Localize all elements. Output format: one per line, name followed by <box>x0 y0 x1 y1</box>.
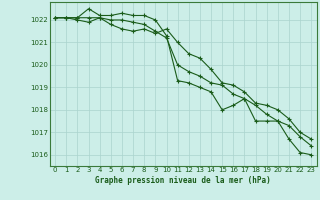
X-axis label: Graphe pression niveau de la mer (hPa): Graphe pression niveau de la mer (hPa) <box>95 176 271 185</box>
